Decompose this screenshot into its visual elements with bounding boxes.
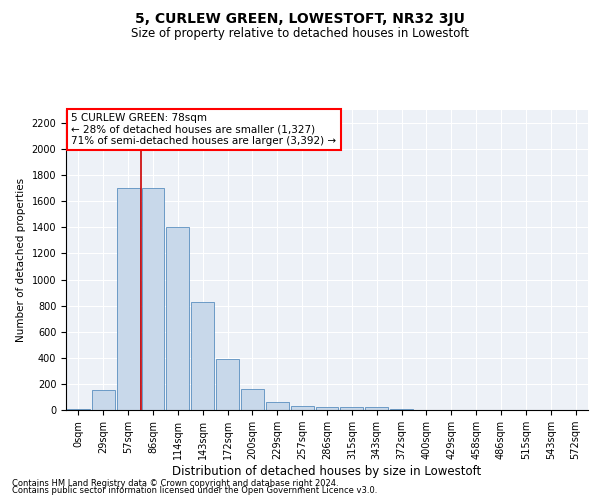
- Bar: [365, 408, 388, 410]
- Bar: [117, 188, 140, 410]
- Text: Contains HM Land Registry data © Crown copyright and database right 2024.: Contains HM Land Registry data © Crown c…: [12, 478, 338, 488]
- Text: Size of property relative to detached houses in Lowestoft: Size of property relative to detached ho…: [131, 28, 469, 40]
- Bar: [340, 408, 363, 410]
- Bar: [67, 408, 90, 410]
- Text: 5 CURLEW GREEN: 78sqm
← 28% of detached houses are smaller (1,327)
71% of semi-d: 5 CURLEW GREEN: 78sqm ← 28% of detached …: [71, 113, 337, 146]
- Bar: [92, 390, 115, 410]
- Text: 5, CURLEW GREEN, LOWESTOFT, NR32 3JU: 5, CURLEW GREEN, LOWESTOFT, NR32 3JU: [135, 12, 465, 26]
- Bar: [291, 406, 314, 410]
- Bar: [142, 188, 164, 410]
- Bar: [216, 359, 239, 410]
- Bar: [316, 408, 338, 410]
- Y-axis label: Number of detached properties: Number of detached properties: [16, 178, 26, 342]
- Bar: [191, 302, 214, 410]
- Bar: [166, 228, 189, 410]
- Bar: [266, 402, 289, 410]
- Bar: [241, 389, 264, 410]
- X-axis label: Distribution of detached houses by size in Lowestoft: Distribution of detached houses by size …: [172, 465, 482, 478]
- Text: Contains public sector information licensed under the Open Government Licence v3: Contains public sector information licen…: [12, 486, 377, 495]
